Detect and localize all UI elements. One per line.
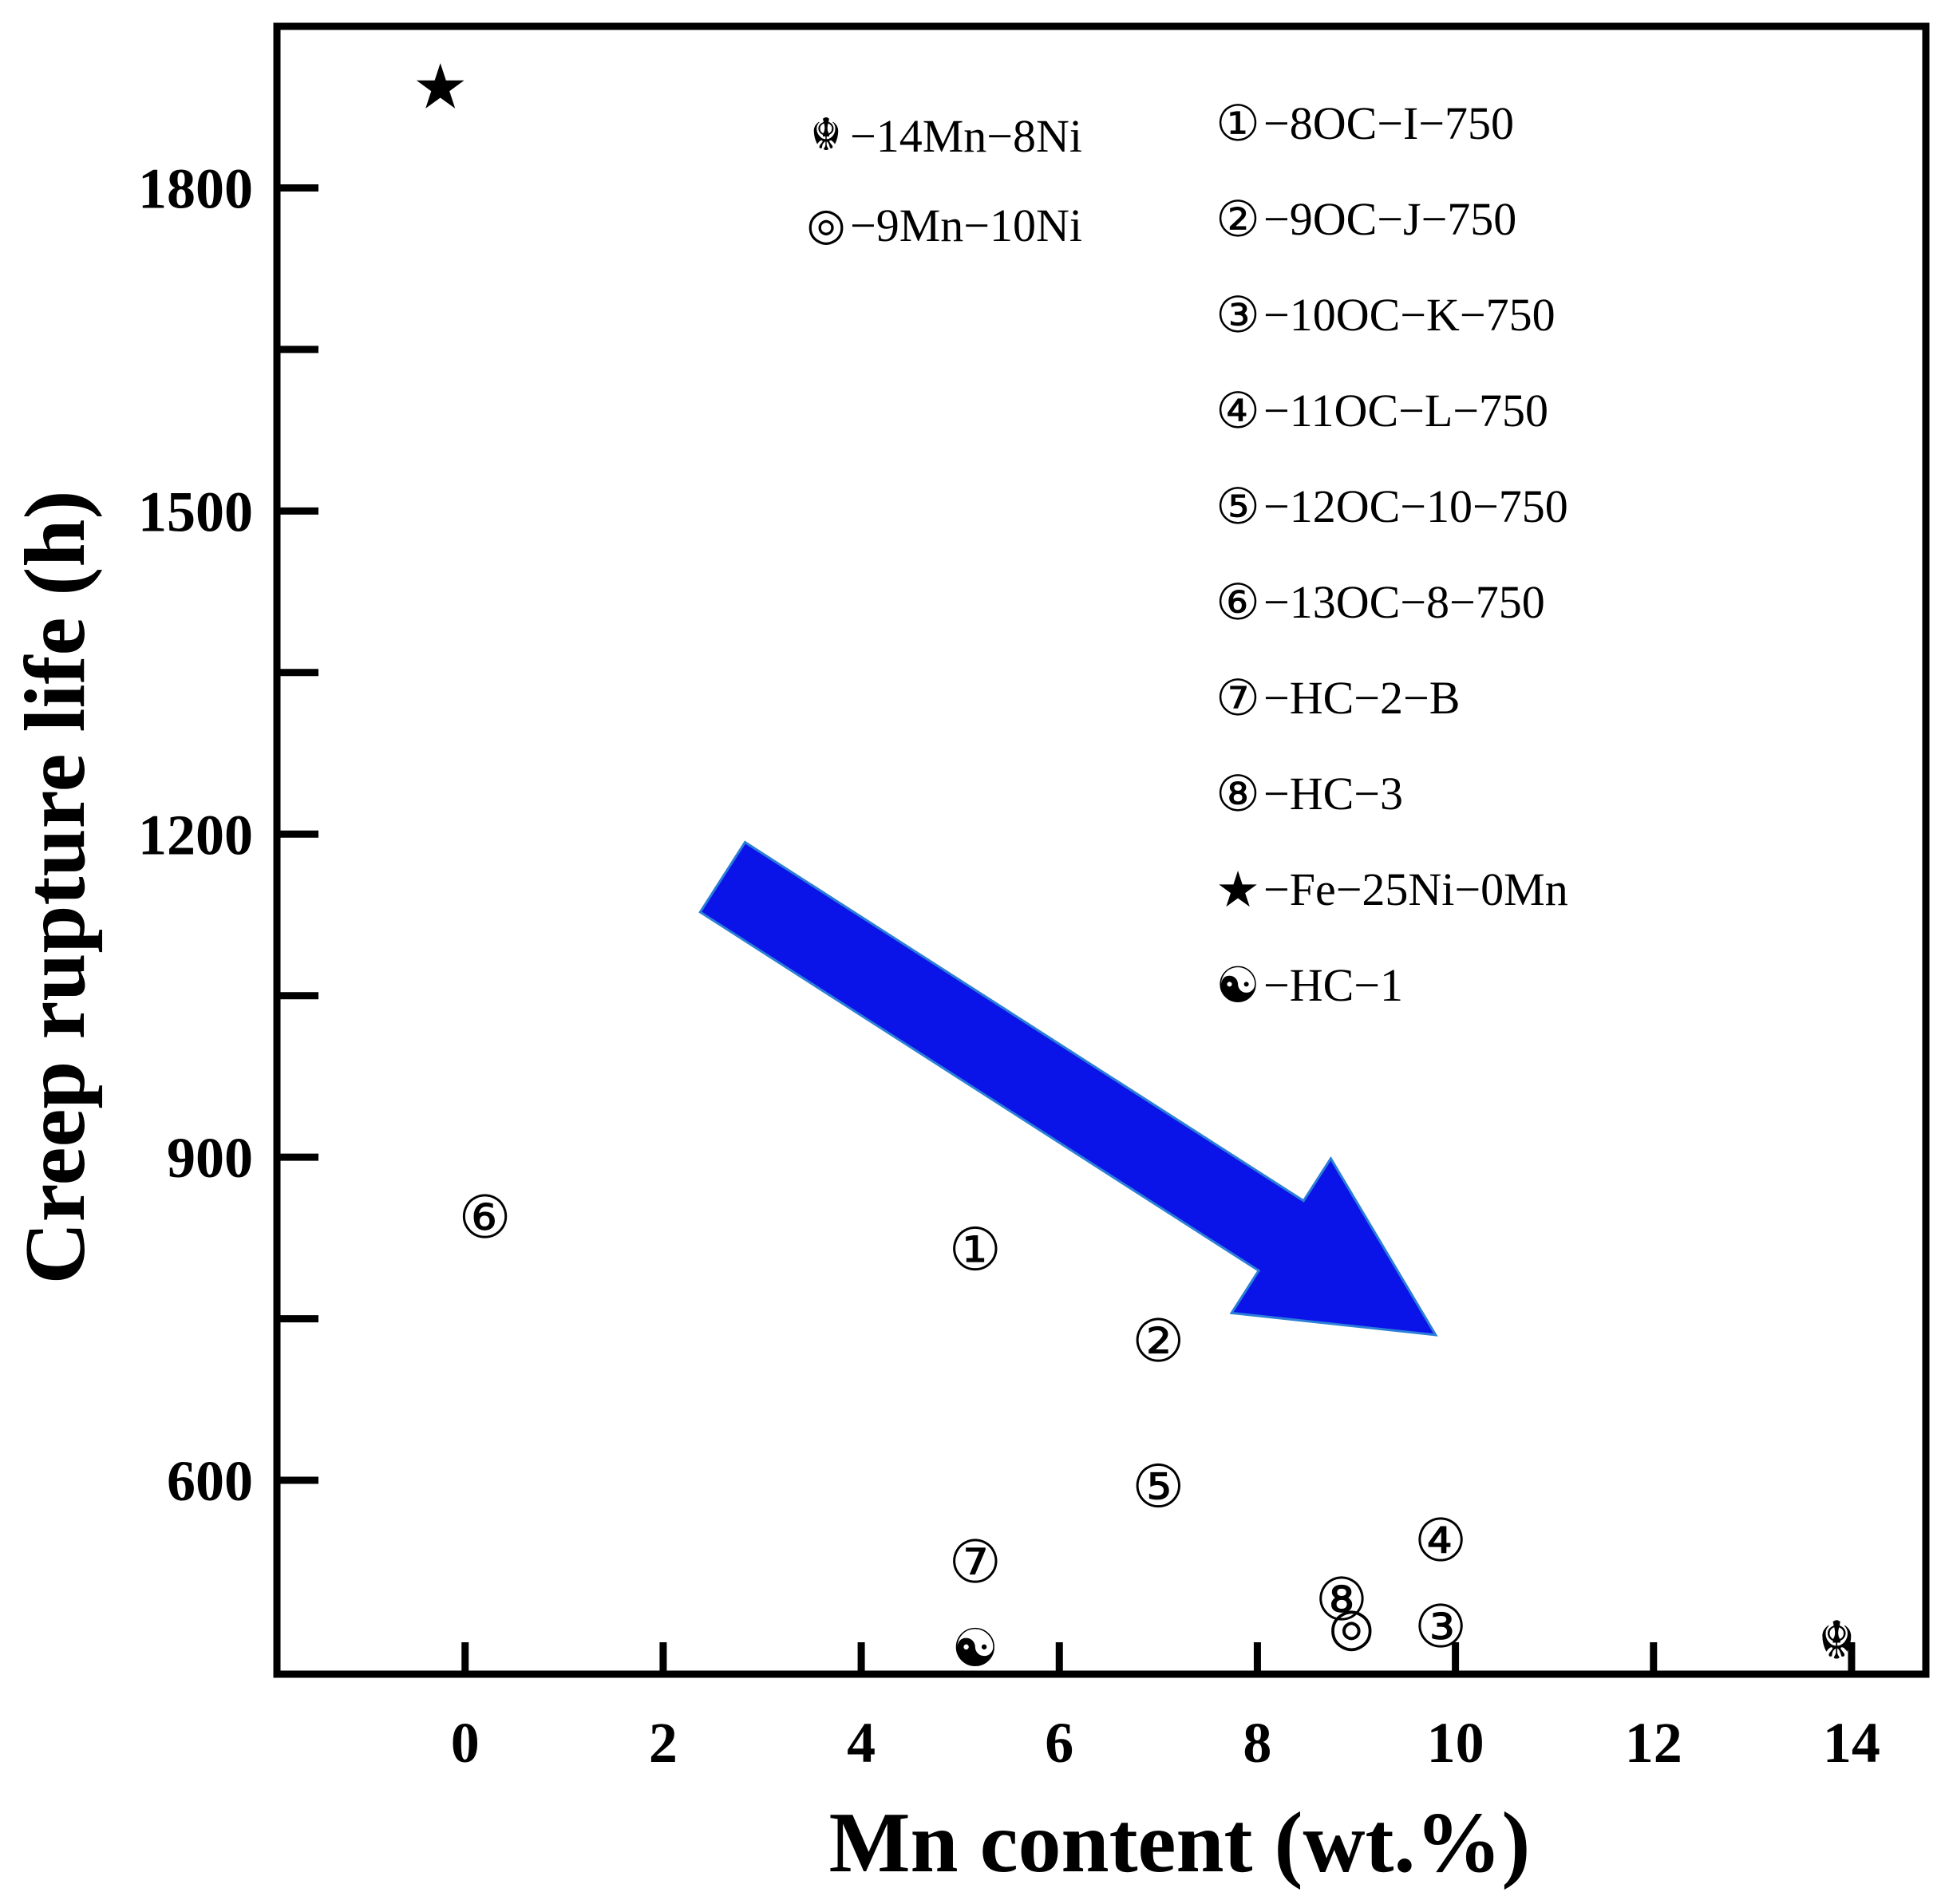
y-tick-label: 900 xyxy=(167,1126,253,1190)
data-point: ⑧ xyxy=(1315,1566,1368,1634)
legend-label: −HC−2−B xyxy=(1263,672,1460,724)
legend-label: −Fe−25Ni−0Mn xyxy=(1263,863,1568,915)
legend-symbol: ② xyxy=(1216,190,1260,248)
x-tick-label: 2 xyxy=(649,1711,678,1775)
legend-label: −11OC−L−750 xyxy=(1263,385,1548,436)
legend-symbol: ① xyxy=(1216,94,1260,152)
y-tick-label: 1200 xyxy=(138,803,253,867)
legend-symbol: ☯ xyxy=(1216,956,1260,1014)
y-axis-title: Creep rupture life (h) xyxy=(8,491,103,1285)
data-point: ④ xyxy=(1414,1507,1467,1575)
y-tick-label: 1800 xyxy=(138,156,253,220)
trend-arrow xyxy=(698,840,1438,1337)
y-tick-label: 1500 xyxy=(138,480,253,543)
legend-label: −10OC−K−750 xyxy=(1263,289,1556,341)
data-point: ⑤ xyxy=(1132,1452,1184,1521)
legend-symbol: ☬ xyxy=(810,109,842,161)
legend-label: −9OC−J−750 xyxy=(1263,193,1516,245)
data-point: ☬ xyxy=(1818,1610,1856,1672)
x-tick-label: 14 xyxy=(1823,1711,1880,1775)
arrow-layer xyxy=(698,840,1438,1337)
legend-label: −HC−3 xyxy=(1263,768,1403,820)
legend-label: −12OC−10−750 xyxy=(1263,480,1568,532)
legend-label: −9Mn−10Ni xyxy=(850,199,1082,251)
x-axis-title: Mn content (wt.%) xyxy=(829,1795,1531,1890)
data-point: ⑥ xyxy=(458,1183,511,1252)
data-point: ◎ xyxy=(1329,1596,1375,1657)
data-point: ③ xyxy=(1414,1593,1467,1661)
data-point: ★ xyxy=(413,51,468,123)
x-tick-label: 12 xyxy=(1625,1711,1682,1775)
data-point: ⑦ xyxy=(949,1528,1002,1597)
plot-frame xyxy=(273,22,1930,1678)
legend-label: −14Mn−8Ni xyxy=(850,110,1082,162)
y-tick-label: 600 xyxy=(167,1449,253,1513)
legend-symbol: ③ xyxy=(1216,286,1260,344)
legend-label: −8OC−I−750 xyxy=(1263,97,1514,149)
x-tick-label: 6 xyxy=(1045,1711,1073,1775)
data-point: ① xyxy=(949,1216,1002,1285)
ticks-layer: 0 2 4 6 8 10 12 14 600 900 1200 1500 1800 xyxy=(138,156,1880,1775)
x-tick-label: 4 xyxy=(847,1711,876,1775)
legend-symbol: ⑧ xyxy=(1216,764,1260,823)
legend-label: −HC−1 xyxy=(1263,959,1403,1011)
legend-symbol: ⑤ xyxy=(1216,477,1260,535)
x-tick-label: 10 xyxy=(1427,1711,1484,1775)
x-tick-label: 0 xyxy=(451,1711,480,1775)
legend-symbol: ◎ xyxy=(807,199,846,251)
x-tick-label: 8 xyxy=(1243,1711,1271,1775)
legend-symbol: ★ xyxy=(1216,860,1260,918)
legend-symbol: ④ xyxy=(1216,381,1260,440)
data-point: ② xyxy=(1132,1307,1184,1376)
data-point: ☯ xyxy=(951,1618,998,1679)
legend-label: −13OC−8−750 xyxy=(1263,576,1545,628)
legend-symbol: ⑦ xyxy=(1216,669,1260,727)
legend-symbol: ⑥ xyxy=(1216,573,1260,631)
